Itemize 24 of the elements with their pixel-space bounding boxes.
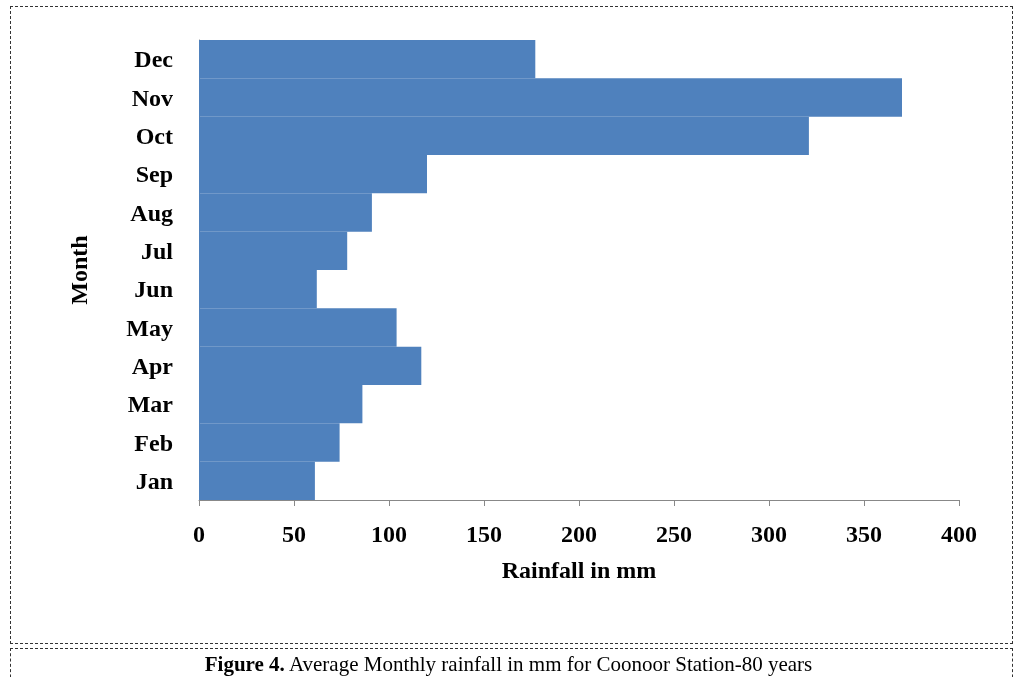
y-tick-label: May	[126, 314, 173, 341]
x-axis-title: Rainfall in mm	[501, 557, 657, 583]
x-tick-label: 50	[282, 521, 306, 547]
y-tick-label: Jun	[134, 276, 173, 303]
y-tick-label: Feb	[134, 429, 173, 456]
caption: Figure 4. Average Monthly rainfall in mm for Coonoor Station-80 years	[203, 652, 814, 677]
x-tick-label: 300	[751, 521, 787, 547]
y-tick-label: Nov	[131, 84, 173, 111]
x-tick-label: 350	[846, 521, 882, 547]
x-tick-label: 150	[466, 521, 502, 547]
x-tick-label: 250	[656, 521, 692, 547]
y-axis-title: Month	[66, 235, 92, 305]
x-tick-label: 100	[371, 521, 407, 547]
y-tick-label: Jan	[135, 467, 173, 494]
x-tick-label: 400	[941, 521, 977, 547]
y-tick-label: Apr	[131, 352, 174, 379]
y-tick-label: Oct	[135, 122, 174, 149]
y-tick-label: Aug	[130, 199, 173, 226]
x-tick-label: 200	[561, 521, 597, 547]
x-tick-label: 0	[193, 521, 205, 547]
y-tick-label: Sep	[135, 161, 173, 188]
y-tick-label: Mar	[127, 391, 174, 418]
y-tick-label: Dec	[134, 46, 174, 73]
y-tick-label: Jul	[140, 237, 174, 264]
